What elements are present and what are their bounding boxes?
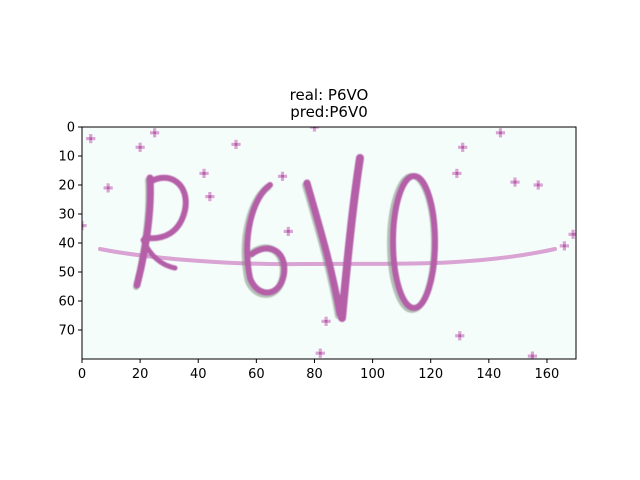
y-tick-label: 40 [58,237,75,252]
x-tick-label: 40 [190,367,207,382]
x-axis: 0 20 40 60 80 100 120 140 160 [78,359,559,382]
glyph-p-stem [133,174,154,289]
noise-point [321,316,331,326]
title-line-1: real: P6VO [290,86,369,104]
noise-point [527,351,538,359]
x-tick-label: 100 [360,367,385,382]
x-tick-label: 120 [418,367,443,382]
captcha-image [82,127,576,359]
noise-point [135,142,145,152]
glyph-p-bowl [142,174,189,242]
image-axes: 0 20 40 60 80 100 120 140 160 0 10 20 30 40 50 60 70 [58,121,577,382]
image-background [82,127,576,359]
noise-point [559,241,569,251]
noise-point [533,180,543,190]
x-tick-label: 0 [78,367,86,382]
glyph-v-right [338,154,364,322]
noise-point [495,128,506,138]
noise-point [309,127,320,132]
noise-point [231,139,241,149]
noise-point [283,226,293,236]
y-tick-label: 30 [58,208,75,223]
noise-point [86,134,96,144]
noise-point [277,171,288,181]
glyph-v-left [303,179,344,318]
noise-point [568,229,576,239]
x-tick-label: 140 [476,367,501,382]
noise-point [205,192,215,202]
noise-point [455,331,465,341]
noise-point [510,177,520,187]
title-line-2: pred:P6V0 [290,103,368,121]
noise-points [82,127,576,359]
x-tick-label: 60 [248,367,265,382]
y-tick-label: 0 [67,121,75,136]
y-tick-label: 50 [58,266,75,281]
y-tick-label: 70 [58,324,75,339]
x-tick-label: 20 [132,367,149,382]
glyph-p-tail [140,237,178,271]
noise-point [452,168,462,178]
glyph-o [390,173,438,311]
noise-point [458,142,468,152]
y-tick-label: 60 [58,295,75,310]
noise-point [199,168,209,178]
y-axis: 0 10 20 30 40 50 60 70 [58,121,82,339]
noise-point [315,348,325,358]
x-tick-label: 160 [535,367,560,382]
x-tick-label: 80 [306,367,323,382]
noise-point [150,128,160,138]
noise-point [103,183,113,193]
y-tick-label: 10 [58,150,75,165]
noise-point [82,221,87,231]
y-tick-label: 20 [58,179,75,194]
glyph-6 [244,182,288,296]
